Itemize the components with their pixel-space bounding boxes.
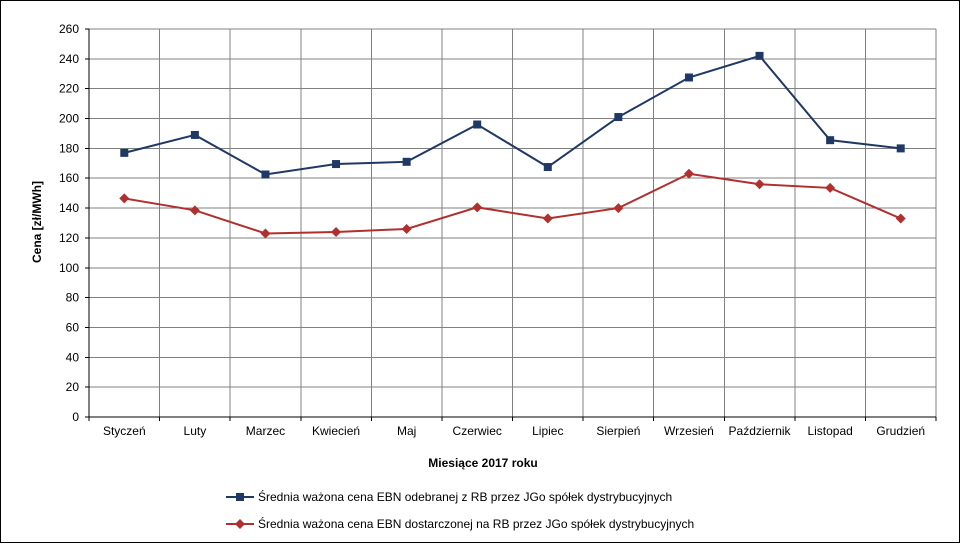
data-point-series-1	[755, 51, 764, 60]
y-tick-label: 260	[59, 22, 79, 36]
data-point-series-2	[401, 223, 412, 234]
x-tick-label: Lipiec	[532, 424, 563, 438]
data-point-series-2	[895, 213, 906, 224]
x-tick-label: Maj	[397, 424, 416, 438]
data-point-series-1	[402, 157, 411, 166]
legend-label-1: Średnia ważona cena EBN odebranej z RB p…	[258, 489, 672, 504]
x-tick-label: Styczeń	[103, 424, 146, 438]
y-tick-label: 140	[59, 201, 79, 215]
x-tick-label: Luty	[184, 424, 207, 438]
legend: Średnia ważona cena EBN odebranej z RB p…	[226, 489, 694, 531]
series-group	[119, 51, 906, 239]
y-tick-label: 180	[59, 141, 79, 155]
y-tick-label: 220	[59, 82, 79, 96]
series-line-2	[124, 172, 902, 235]
data-point-series-2	[331, 226, 342, 237]
data-point-series-1	[332, 160, 341, 169]
legend-label-2: Średnia ważona cena EBN dostarczonej na …	[258, 516, 694, 531]
data-point-series-2	[613, 203, 624, 214]
data-point-series-1	[543, 163, 552, 172]
data-point-series-1	[896, 144, 905, 153]
x-tick-label: Grudzień	[876, 424, 925, 438]
data-point-series-2	[119, 193, 130, 204]
data-point-series-1	[614, 113, 623, 122]
series-line-1	[124, 54, 901, 176]
y-tick-label: 0	[72, 410, 79, 424]
data-point-series-1	[190, 130, 199, 139]
x-axis-label: Miesiące 2017 roku	[428, 456, 537, 470]
data-point-series-2	[542, 213, 553, 224]
y-tick-labels: 0 20 40 60 80 100 120 140 160 180 200 220 240 260	[59, 22, 79, 424]
x-tick-label: Wrzesień	[664, 424, 714, 438]
data-point-series-2	[754, 179, 765, 190]
data-point-series-2	[189, 205, 200, 216]
legend-marker-1	[236, 493, 244, 501]
y-tick-label: 20	[66, 380, 80, 394]
y-tick-label: 240	[59, 52, 79, 66]
data-point-series-1	[261, 170, 270, 179]
y-tick-label: 40	[66, 350, 80, 364]
y-tick-label: 120	[59, 231, 79, 245]
data-point-series-1	[120, 148, 129, 157]
y-tick-label: 160	[59, 171, 79, 185]
x-tick-label: Marzec	[246, 424, 285, 438]
y-tick-label: 60	[66, 320, 80, 334]
x-tick-label: Czerwiec	[453, 424, 502, 438]
data-point-series-2	[683, 168, 694, 179]
grid-lines	[85, 28, 937, 421]
legend-marker-2	[235, 519, 245, 529]
data-point-series-1	[684, 73, 693, 82]
y-tick-label: 200	[59, 112, 79, 126]
data-point-series-1	[473, 120, 482, 129]
x-tick-label: Kwiecień	[312, 424, 360, 438]
data-point-series-1	[826, 136, 835, 145]
y-tick-label: 80	[66, 291, 80, 305]
data-point-series-2	[260, 228, 271, 239]
data-point-series-2	[825, 182, 836, 193]
x-tick-label: Sierpień	[596, 424, 640, 438]
y-axis-label: Cena [zł/MWh]	[30, 181, 44, 263]
x-tick-label: Październik	[729, 424, 792, 438]
x-tick-labels: Styczeń Luty Marzec Kwiecień Maj Czerwiec Lipi…	[103, 424, 925, 438]
data-point-series-2	[472, 202, 483, 213]
y-tick-label: 100	[59, 261, 79, 275]
x-tick-label: Listopad	[807, 424, 852, 438]
